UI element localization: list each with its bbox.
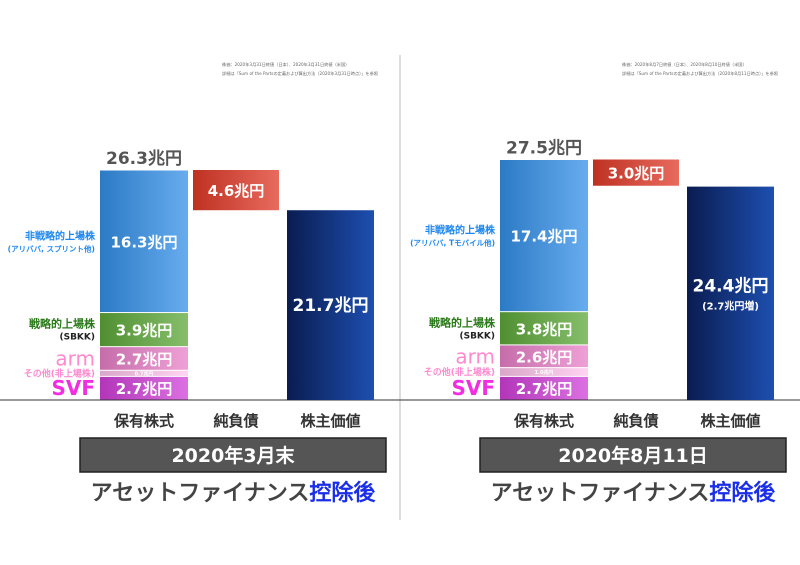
bar-segment-0	[500, 376, 588, 400]
segment-name: その他(非上場株)	[24, 367, 95, 379]
bar-segment-1	[100, 370, 188, 376]
net-debt-label: 3.0兆円	[608, 165, 665, 183]
segment-name: SVF	[451, 376, 495, 400]
caption-emphasis: 控除後	[709, 480, 776, 506]
period-box	[479, 437, 787, 473]
segment-name: 戦略的上場株	[429, 315, 496, 329]
equity-sub-label: (2.7兆円増)	[702, 299, 759, 312]
period-box	[79, 437, 387, 473]
x-tick-label: 純負債	[613, 412, 658, 430]
x-tick-label: 保有株式	[113, 412, 174, 430]
segment-name: SVF	[51, 376, 95, 400]
segment-name: 非戦略的上場株	[425, 224, 496, 237]
caption-emphasis: 控除後	[309, 480, 376, 506]
segment-value-label: 17.4兆円	[510, 228, 577, 246]
total-label: 27.5兆円	[506, 139, 582, 159]
segment-value-label: 3.9兆円	[116, 322, 173, 340]
segment-name: 戦略的上場株	[29, 317, 96, 331]
footnote: 詳細は「Sum of the Partsの定義および算出方法（2020年8月11…	[622, 70, 778, 77]
caption: アセットファイナンス控除後	[91, 480, 377, 506]
net-debt-label: 4.6兆円	[208, 182, 265, 200]
equity-bar	[687, 186, 774, 400]
caption: アセットファイナンス控除後	[491, 480, 777, 506]
caption-text: アセットファイナンス	[91, 481, 310, 506]
segment-value-label: 16.3兆円	[110, 233, 177, 251]
x-tick-label: 保有株式	[513, 412, 574, 430]
bar-segment-2	[100, 347, 188, 370]
segment-name: 非戦略的上場株	[25, 229, 96, 242]
bar-segment-2	[500, 345, 588, 368]
bar-segment-4	[100, 170, 188, 313]
bar-segment-0	[100, 376, 188, 400]
net-debt-bar	[593, 159, 679, 186]
segment-sub-name: (SBKK)	[459, 331, 495, 341]
segment-sub-name: (アリババ, Tモバイル他)	[410, 238, 495, 248]
period-label: 2020年8月11日	[558, 444, 708, 467]
caption-text: アセットファイナンス	[491, 481, 710, 506]
panel-1: 株価：2020年3月31日終値（日本）、2020年3月31日終値（米国） 詳細は「…	[0, 61, 400, 506]
x-tick-label: 純負債	[213, 412, 258, 430]
total-label: 26.3兆円	[106, 149, 182, 169]
bar-segment-4	[500, 160, 588, 312]
net-debt-bar	[193, 170, 279, 211]
segment-value-label: 2.7兆円	[516, 380, 573, 398]
x-tick-label: 株主価値	[300, 412, 360, 430]
bar-segment-3	[100, 313, 188, 347]
bar-segment-1	[500, 368, 588, 376]
segment-value-label: 1.0兆円	[535, 369, 554, 376]
segment-value-label: 0.7兆円	[135, 370, 154, 377]
segment-name: arm	[55, 346, 95, 370]
segment-value-label: 2.6兆円	[516, 348, 573, 366]
segment-value-label: 3.8兆円	[516, 320, 573, 338]
equity-bar	[287, 210, 374, 400]
segment-value-label: 2.7兆円	[116, 380, 173, 398]
equity-label: 21.7兆円	[293, 296, 369, 316]
equity-label: 24.4兆円	[693, 276, 769, 296]
segment-name: その他(非上場株)	[424, 366, 495, 378]
x-tick-label: 株主価値	[700, 412, 760, 430]
segment-value-label: 2.7兆円	[116, 350, 173, 368]
segment-sub-name: (SBKK)	[59, 333, 95, 343]
panel-2: 株価：2020年8月7日終値（日本）、2020年8月10日終値（米国） 詳細は「S…	[400, 61, 800, 506]
footnote: 詳細は「Sum of the Partsの定義および算出方法（2020年3月31…	[222, 70, 378, 77]
segment-name: arm	[455, 344, 495, 368]
footnote: 株価：2020年8月7日終値（日本）、2020年8月10日終値（米国）	[622, 61, 747, 68]
footnote: 株価：2020年3月31日終値（日本）、2020年3月31日終値（米国）	[222, 61, 349, 68]
segment-sub-name: (アリババ, スプリント他)	[8, 243, 95, 253]
period-label: 2020年3月末	[171, 444, 295, 467]
bar-segment-3	[500, 312, 588, 345]
